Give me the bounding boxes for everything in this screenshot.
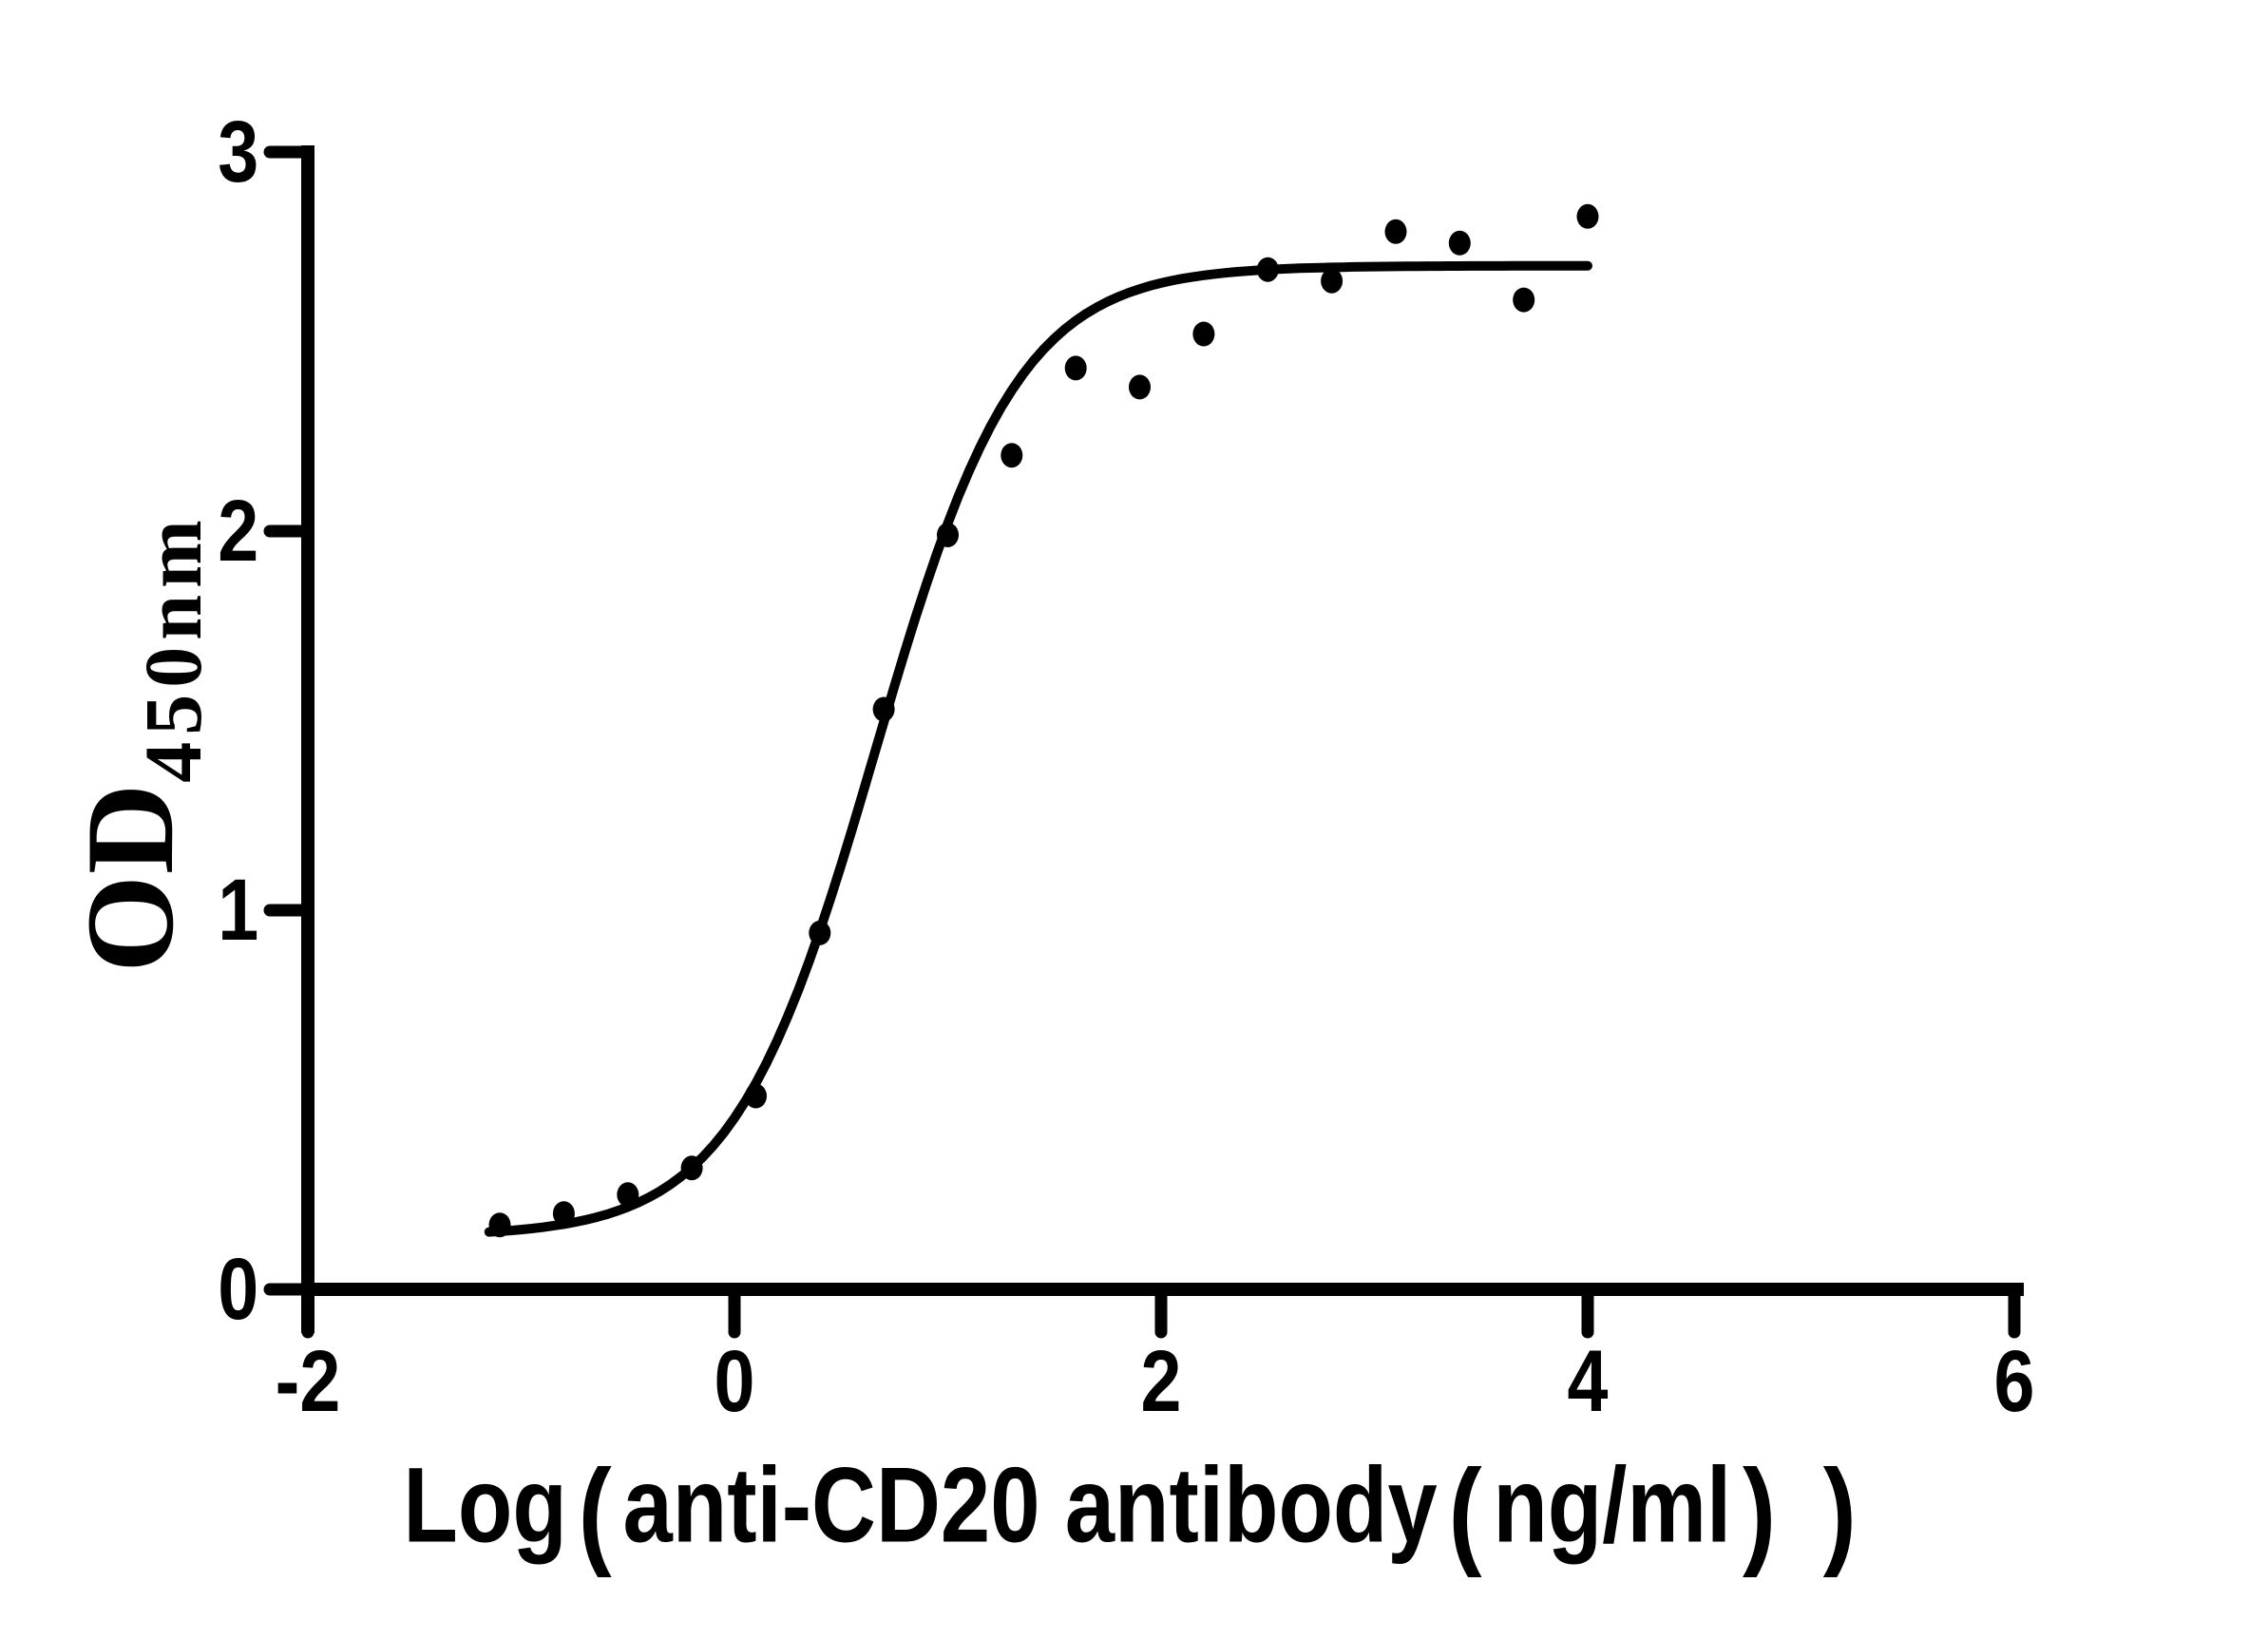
x-tick-label: 2: [1140, 1333, 1182, 1430]
data-point: [1129, 374, 1151, 400]
data-point: [1576, 203, 1599, 229]
fullwidth-open-paren: (: [578, 1444, 612, 1578]
data-point: [1513, 287, 1535, 313]
y-tick-label: 1: [218, 862, 258, 959]
data-point: [1001, 443, 1023, 468]
data-point: [745, 1083, 767, 1109]
x-tick-label: 6: [1993, 1333, 2035, 1430]
x-tick-label: 0: [714, 1333, 755, 1430]
fullwidth-open-paren: (: [1448, 1444, 1482, 1578]
data-point: [1384, 219, 1407, 244]
x-tick-label: -2: [275, 1333, 341, 1430]
x-tick-label: 4: [1567, 1333, 1609, 1430]
y-tick-label: 0: [218, 1241, 258, 1338]
data-point: [680, 1155, 703, 1181]
data-point: [617, 1182, 639, 1208]
fullwidth-close-paren: ): [1742, 1444, 1777, 1578]
data-point: [1256, 257, 1279, 282]
data-point: [488, 1212, 511, 1238]
x-axis-title: Log(anti-CD20 antibody(ng/ml) ): [264, 1446, 2008, 1577]
data-point: [872, 696, 895, 722]
data-point: [552, 1201, 575, 1227]
x-axis-title-text: Log(anti-CD20 antibody(ng/ml) ): [403, 1446, 1867, 1577]
data-point: [1448, 230, 1471, 256]
data-point: [1321, 268, 1344, 294]
data-point: [937, 523, 959, 547]
data-point: [809, 920, 831, 945]
data-point: [1192, 321, 1215, 347]
y-tick-label: 3: [218, 104, 258, 200]
y-tick-label: 2: [218, 483, 258, 580]
fit-curve: [484, 260, 1592, 1237]
data-point: [1064, 355, 1087, 381]
fullwidth-close-paren: ): [1822, 1444, 1857, 1578]
